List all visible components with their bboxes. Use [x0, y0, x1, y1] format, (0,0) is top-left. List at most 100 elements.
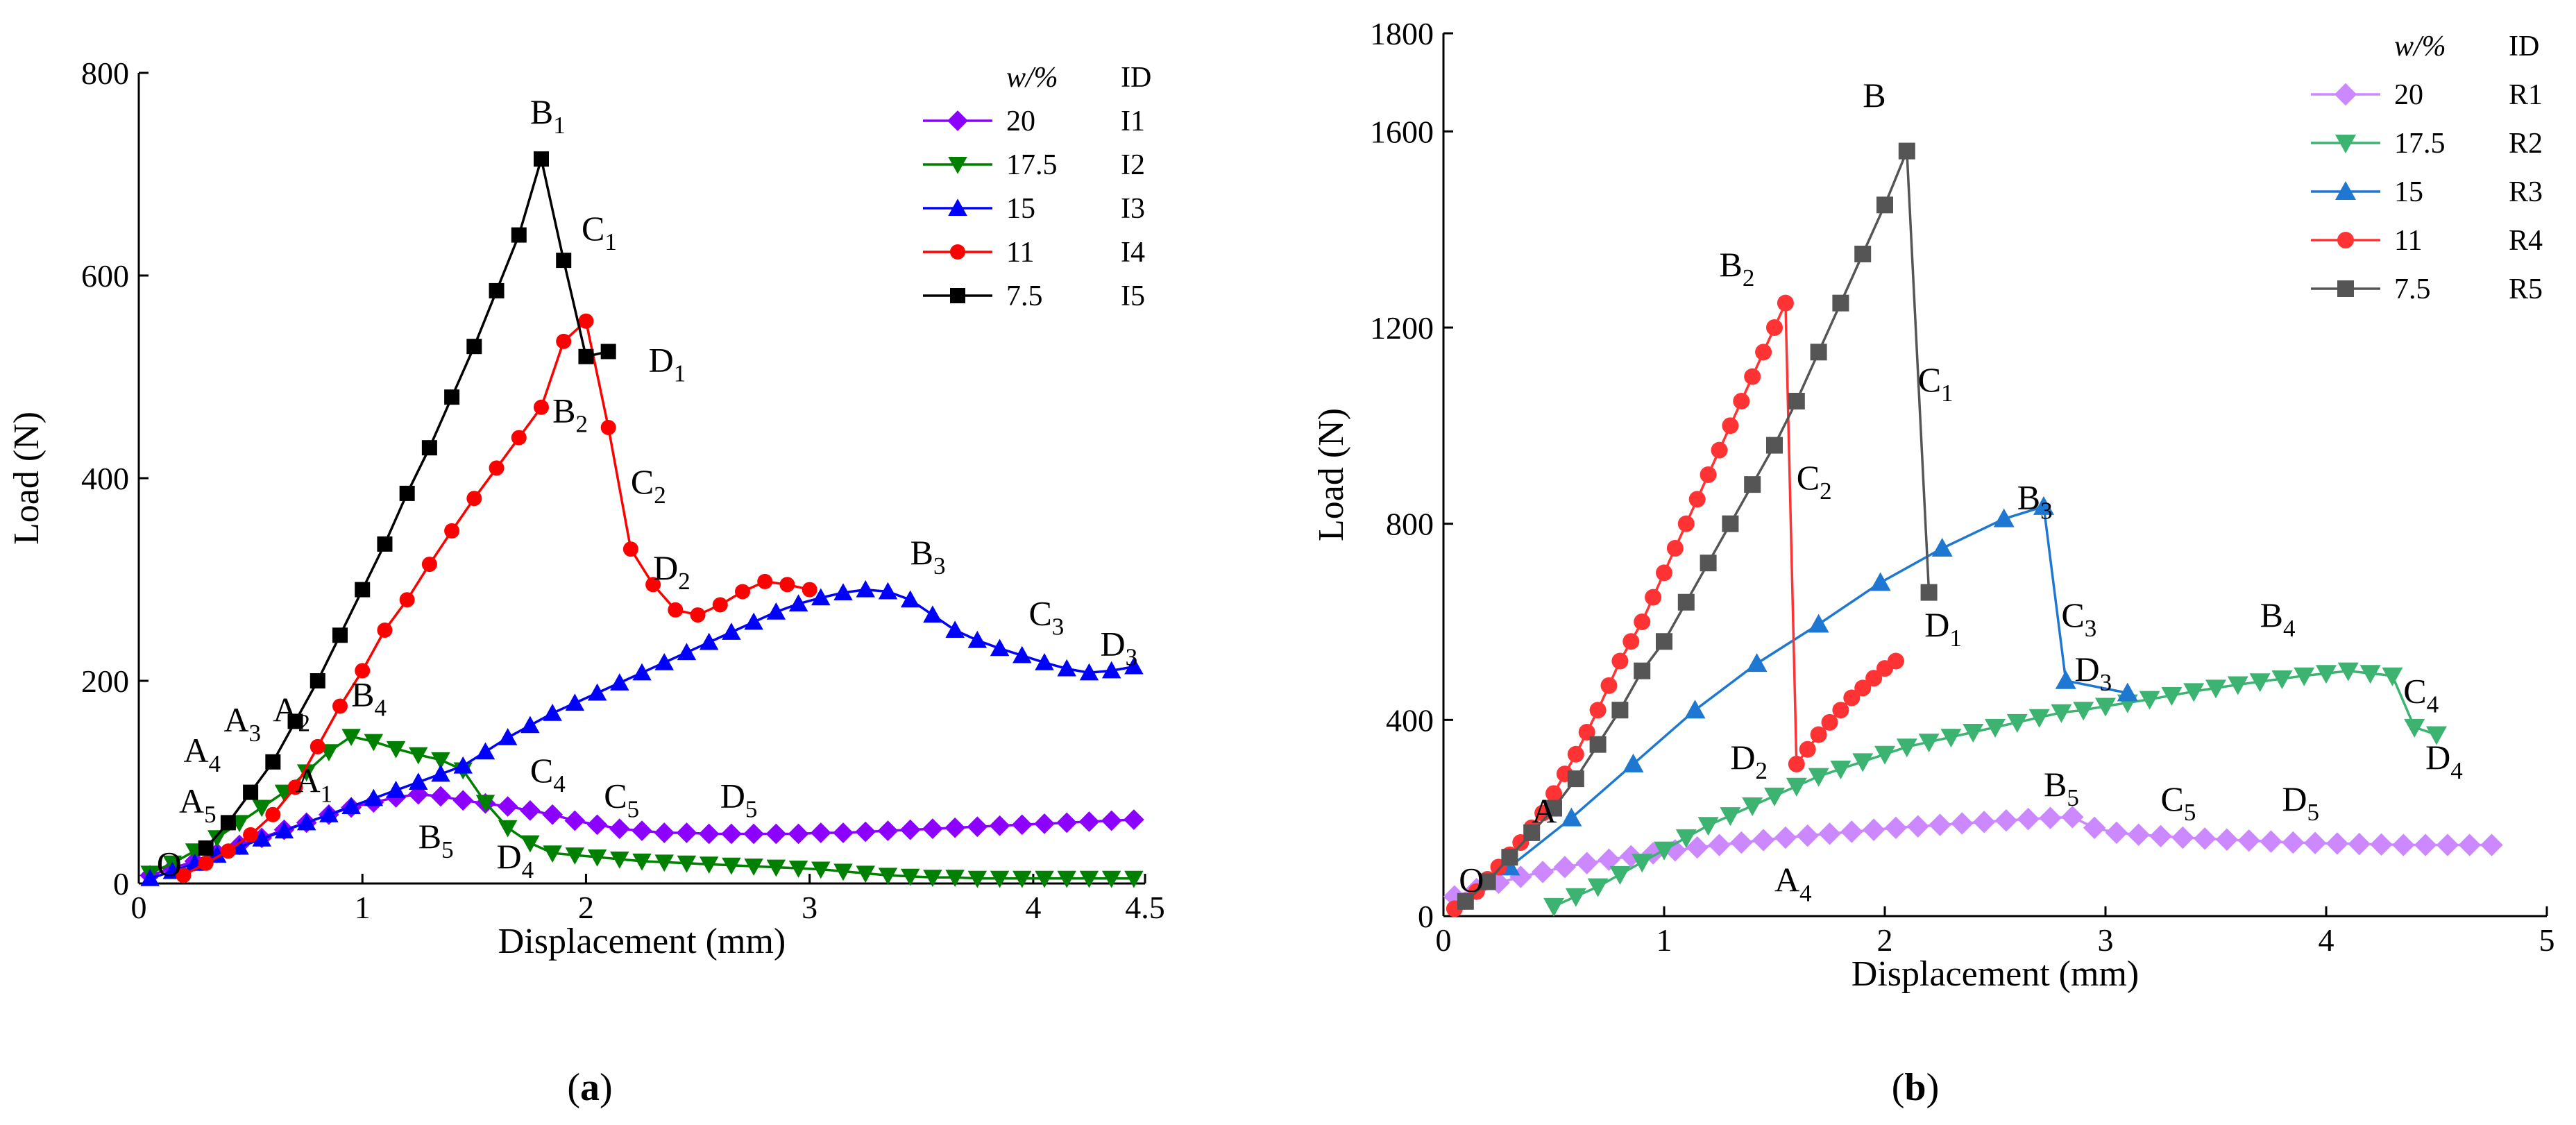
data-point-R1 — [2171, 826, 2194, 849]
data-point-R2 — [1720, 807, 1741, 827]
data-point-I4 — [377, 623, 393, 638]
data-point-I1 — [1056, 812, 1078, 834]
data-point-I4 — [690, 607, 706, 623]
data-point-I5 — [198, 840, 214, 856]
data-point-R3 — [1993, 508, 2015, 527]
data-point-R2 — [2382, 667, 2403, 686]
data-point-R2 — [2028, 709, 2050, 728]
annotation-label: D3 — [1101, 625, 1138, 671]
data-point-R1 — [1774, 826, 1797, 849]
data-point-R4 — [1766, 319, 1783, 336]
x-tick-label: 0 — [1436, 922, 1452, 958]
data-point-I5 — [287, 713, 303, 729]
x-tick-label: 2 — [1877, 922, 1893, 958]
data-point-R5 — [1766, 437, 1783, 454]
annotation-label: C3 — [2061, 595, 2096, 642]
data-point-R2 — [1830, 761, 1852, 779]
data-point-I3 — [431, 764, 450, 782]
data-point-I5 — [466, 339, 482, 355]
legend-w-value: 20 — [1006, 105, 1035, 137]
data-point-R1 — [1951, 812, 1974, 835]
data-point-R2 — [1697, 817, 1719, 836]
data-point-R4 — [1810, 726, 1827, 743]
legend-w-value: 11 — [2394, 225, 2422, 257]
data-point-I3 — [587, 683, 607, 701]
annotation-label: D1 — [649, 341, 686, 387]
data-point-R2 — [2316, 665, 2337, 684]
data-point-I2 — [431, 752, 450, 770]
data-point-R1 — [2105, 821, 2128, 845]
annotation-label: D1 — [1924, 605, 1962, 652]
data-point-I3 — [1035, 652, 1054, 670]
data-point-I3 — [140, 868, 160, 886]
y-tick-label: 0 — [113, 866, 129, 902]
legend-w-value: 7.5 — [2394, 273, 2431, 305]
data-point-R5 — [1722, 515, 1739, 532]
data-point-R4 — [1656, 564, 1672, 582]
data-point-I2 — [498, 820, 518, 838]
data-point-R1 — [1929, 813, 1951, 836]
annotation-label: D2 — [653, 548, 690, 595]
data-point-R1 — [2458, 834, 2481, 856]
y-tick-label: 400 — [1386, 702, 1434, 738]
data-point-I4 — [198, 855, 214, 871]
legend-w-value: 20 — [2394, 79, 2423, 111]
data-point-I4 — [489, 460, 505, 476]
data-point-I2 — [654, 854, 674, 872]
annotation-label: O — [1459, 861, 1484, 899]
series-R1 — [1443, 806, 2503, 908]
data-point-I4 — [600, 420, 616, 435]
data-point-I3 — [744, 612, 763, 630]
data-point-I1 — [609, 818, 630, 840]
annotation-label: C2 — [631, 462, 666, 509]
data-point-I1 — [765, 823, 787, 845]
annotation-label: A4 — [1774, 861, 1812, 907]
data-point-I5 — [310, 673, 325, 688]
data-point-I4 — [534, 399, 549, 415]
data-point-I1 — [944, 817, 965, 838]
data-point-R4 — [1854, 679, 1872, 697]
legend-id: I1 — [1121, 105, 1145, 137]
data-point-R2 — [1963, 724, 1984, 743]
y-axis-label: Load (N) — [1312, 408, 1351, 541]
data-point-R1 — [2215, 828, 2239, 851]
data-point-I3 — [945, 620, 965, 638]
legend-marker-R5 — [2337, 280, 2354, 297]
data-point-I2 — [1079, 870, 1099, 888]
y-tick-label: 1800 — [1370, 16, 1434, 51]
y-tick-label: 800 — [81, 56, 129, 91]
data-point-R4 — [1788, 755, 1805, 772]
data-point-I1 — [654, 822, 675, 843]
annotation-label: A4 — [183, 731, 221, 777]
series-I3 — [140, 580, 1144, 886]
annotation-label: B5 — [418, 817, 454, 863]
data-point-I1 — [1101, 810, 1122, 831]
data-point-I5 — [355, 582, 371, 598]
data-point-I2 — [1057, 870, 1076, 888]
data-point-R2 — [2227, 676, 2248, 695]
data-point-R3 — [1808, 614, 1829, 633]
data-point-R2 — [2161, 687, 2183, 706]
data-point-R2 — [2426, 726, 2447, 745]
data-point-R4 — [1777, 294, 1794, 312]
data-point-R2 — [1587, 878, 1609, 897]
data-point-I4 — [265, 806, 281, 822]
data-point-R1 — [2127, 823, 2150, 846]
annotation-label: C2 — [1797, 458, 1832, 505]
y-tick-label: 600 — [81, 258, 129, 294]
data-point-I2 — [923, 870, 942, 887]
y-tick-label: 800 — [1386, 507, 1434, 542]
legend-header-id: ID — [2509, 31, 2539, 62]
data-point-R5 — [1788, 393, 1805, 409]
data-point-I3 — [565, 693, 585, 711]
data-point-R1 — [1598, 848, 1620, 871]
data-point-R2 — [2271, 670, 2293, 689]
annotation-label: B2 — [552, 391, 588, 438]
data-point-I2 — [1012, 870, 1032, 888]
data-point-R1 — [2039, 806, 2062, 829]
data-point-I3 — [475, 742, 495, 760]
data-point-R1 — [2436, 834, 2459, 856]
data-point-I1 — [855, 821, 876, 843]
data-point-R1 — [2348, 832, 2371, 856]
legend-header-w: w/% — [2394, 31, 2446, 62]
